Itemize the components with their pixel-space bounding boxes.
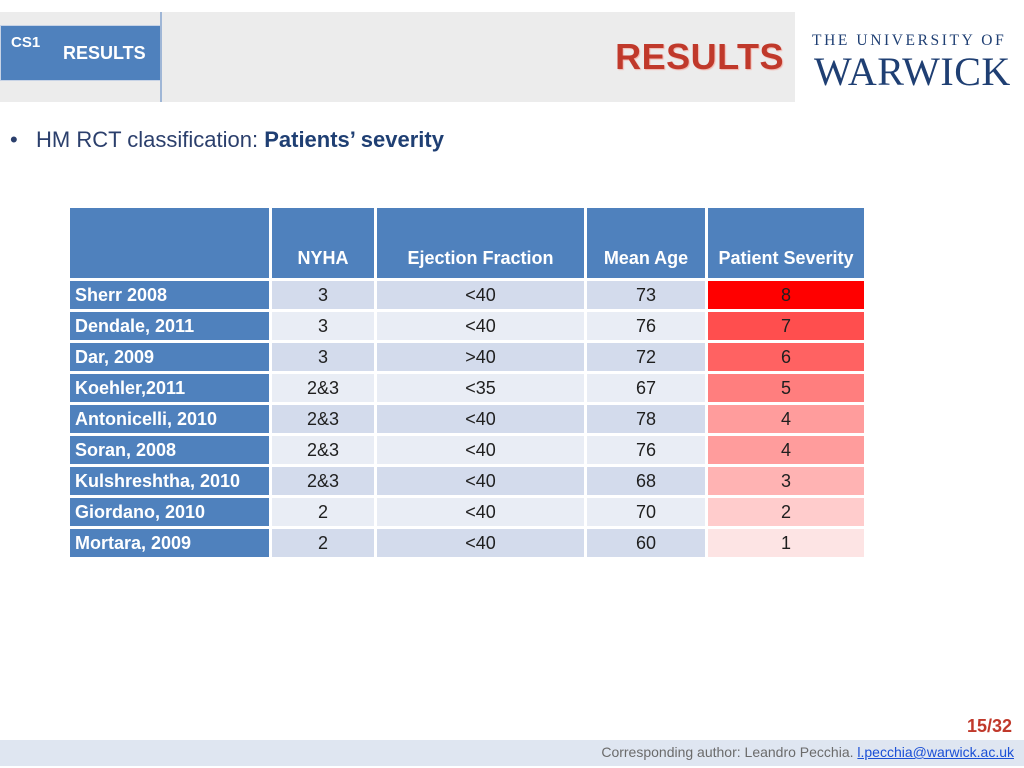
study-cell: Sherr 2008 bbox=[67, 278, 272, 312]
table-row: Dendale, 2011 3 <40 76 7 bbox=[67, 309, 867, 343]
logo-line-1: THE UNIVERSITY OF bbox=[812, 32, 1007, 49]
tab-divider bbox=[160, 12, 162, 102]
column-header-mean-age: Mean Age bbox=[584, 205, 708, 281]
table-row: Dar, 2009 3 >40 72 6 bbox=[67, 340, 867, 374]
ejection-fraction-cell: <40 bbox=[374, 278, 587, 312]
mean-age-cell: 60 bbox=[584, 526, 708, 560]
nyha-cell: 2&3 bbox=[269, 433, 377, 467]
footer-author: Corresponding author: Leandro Pecchia. bbox=[601, 744, 858, 760]
mean-age-cell: 78 bbox=[584, 402, 708, 436]
severity-cell: 8 bbox=[705, 278, 867, 312]
severity-cell: 4 bbox=[705, 433, 867, 467]
ejection-fraction-cell: <40 bbox=[374, 309, 587, 343]
column-header-study bbox=[67, 205, 272, 281]
ejection-fraction-cell: <40 bbox=[374, 464, 587, 498]
ejection-fraction-cell: <40 bbox=[374, 526, 587, 560]
table-row: Soran, 2008 2&3 <40 76 4 bbox=[67, 433, 867, 467]
ejection-fraction-cell: <40 bbox=[374, 402, 587, 436]
table-row: Koehler,2011 2&3 <35 67 5 bbox=[67, 371, 867, 405]
mean-age-cell: 68 bbox=[584, 464, 708, 498]
column-header-ejection-fraction: Ejection Fraction bbox=[374, 205, 587, 281]
university-logo: THE UNIVERSITY OF WARWICK bbox=[808, 30, 1011, 98]
study-cell: Antonicelli, 2010 bbox=[67, 402, 272, 436]
table-row: Mortara, 2009 2 <40 60 1 bbox=[67, 526, 867, 560]
slide-title: RESULTS bbox=[615, 36, 784, 77]
table-header-row: NYHA Ejection Fraction Mean Age Patient … bbox=[67, 205, 867, 281]
severity-cell: 5 bbox=[705, 371, 867, 405]
table-row: Giordano, 2010 2 <40 70 2 bbox=[67, 495, 867, 529]
nyha-cell: 3 bbox=[269, 309, 377, 343]
table-row: Sherr 2008 3 <40 73 8 bbox=[67, 278, 867, 312]
bullet-lead: HM RCT classification: bbox=[36, 127, 265, 152]
severity-cell: 1 bbox=[705, 526, 867, 560]
mean-age-cell: 76 bbox=[584, 433, 708, 467]
logo-line-2: WARWICK bbox=[814, 49, 1011, 94]
study-cell: Koehler,2011 bbox=[67, 371, 272, 405]
mean-age-cell: 76 bbox=[584, 309, 708, 343]
table-row: Antonicelli, 2010 2&3 <40 78 4 bbox=[67, 402, 867, 436]
study-cell: Mortara, 2009 bbox=[67, 526, 272, 560]
table-body: Sherr 2008 3 <40 73 8 Dendale, 2011 3 <40 76 7 Dar… bbox=[67, 278, 867, 560]
mean-age-cell: 70 bbox=[584, 495, 708, 529]
mean-age-cell: 73 bbox=[584, 278, 708, 312]
footer-band bbox=[0, 740, 1024, 766]
severity-table: NYHA Ejection Fraction Mean Age Patient … bbox=[67, 205, 867, 560]
nyha-cell: 2 bbox=[269, 495, 377, 529]
nyha-cell: 2&3 bbox=[269, 402, 377, 436]
ejection-fraction-cell: >40 bbox=[374, 340, 587, 374]
study-cell: Dendale, 2011 bbox=[67, 309, 272, 343]
nyha-cell: 2 bbox=[269, 526, 377, 560]
study-cell: Kulshreshtha, 2010 bbox=[67, 464, 272, 498]
severity-cell: 3 bbox=[705, 464, 867, 498]
study-cell: Dar, 2009 bbox=[67, 340, 272, 374]
table-row: Kulshreshtha, 2010 2&3 <40 68 3 bbox=[67, 464, 867, 498]
column-header-nyha: NYHA bbox=[269, 205, 377, 281]
bullet-emphasis: Patients’ severity bbox=[264, 127, 444, 152]
nyha-cell: 3 bbox=[269, 340, 377, 374]
ejection-fraction-cell: <40 bbox=[374, 495, 587, 529]
severity-cell: 7 bbox=[705, 309, 867, 343]
nyha-cell: 2&3 bbox=[269, 464, 377, 498]
severity-cell: 4 bbox=[705, 402, 867, 436]
mean-age-cell: 72 bbox=[584, 340, 708, 374]
section-tab: CS1 RESULTS bbox=[0, 25, 162, 81]
nyha-cell: 3 bbox=[269, 278, 377, 312]
study-cell: Soran, 2008 bbox=[67, 433, 272, 467]
severity-cell: 6 bbox=[705, 340, 867, 374]
mean-age-cell: 67 bbox=[584, 371, 708, 405]
column-header-patient-severity: Patient Severity bbox=[705, 205, 867, 281]
severity-cell: 2 bbox=[705, 495, 867, 529]
bullet-point: • HM RCT classification: Patients’ severi… bbox=[10, 127, 444, 153]
author-email-link[interactable]: l.pecchia@warwick.ac.uk bbox=[857, 744, 1014, 760]
ejection-fraction-cell: <40 bbox=[374, 433, 587, 467]
page-number: 15/32 bbox=[966, 716, 1012, 736]
section-label: RESULTS bbox=[63, 43, 146, 63]
study-cell: Giordano, 2010 bbox=[67, 495, 272, 529]
section-code: CS1 bbox=[11, 34, 41, 51]
bullet-dot-icon: • bbox=[10, 127, 18, 152]
ejection-fraction-cell: <35 bbox=[374, 371, 587, 405]
nyha-cell: 2&3 bbox=[269, 371, 377, 405]
footer: Corresponding author: Leandro Pecchia. l… bbox=[601, 744, 1014, 760]
